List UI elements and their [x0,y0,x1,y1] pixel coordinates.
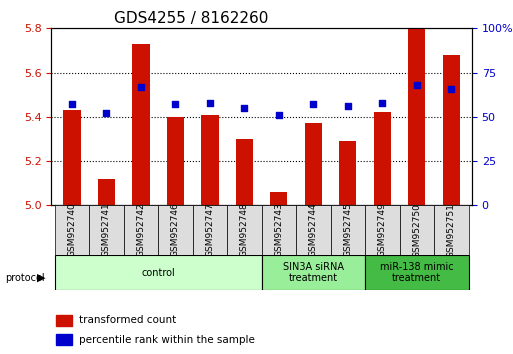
Point [68,102,76,107]
Point [378,100,386,105]
Text: GSM952741: GSM952741 [102,203,111,257]
Text: GSM952751: GSM952751 [447,202,456,258]
Point [240,105,248,111]
Bar [55,334,72,345]
Text: GSM952750: GSM952750 [412,202,421,258]
FancyBboxPatch shape [124,205,158,255]
Point [447,86,456,91]
Bar [270,192,287,205]
Text: GSM952747: GSM952747 [205,203,214,257]
FancyBboxPatch shape [227,205,262,255]
Bar [201,115,219,205]
Text: GSM952749: GSM952749 [378,203,387,257]
Text: GSM952744: GSM952744 [309,203,318,257]
Text: SIN3A siRNA
treatment: SIN3A siRNA treatment [283,262,344,284]
FancyBboxPatch shape [262,255,365,290]
Text: GSM952742: GSM952742 [136,203,146,257]
Bar [167,117,184,205]
FancyBboxPatch shape [296,205,330,255]
FancyBboxPatch shape [365,255,468,290]
Point [275,112,283,118]
FancyBboxPatch shape [330,205,365,255]
Bar [132,44,150,205]
Bar [339,141,357,205]
FancyBboxPatch shape [262,205,296,255]
Point [206,100,214,105]
FancyBboxPatch shape [193,205,227,255]
FancyBboxPatch shape [158,205,193,255]
Point [103,110,111,116]
FancyBboxPatch shape [400,205,434,255]
Text: percentile rank within the sample: percentile rank within the sample [78,335,254,344]
FancyBboxPatch shape [55,255,262,290]
Bar [64,110,81,205]
Bar [305,124,322,205]
Bar [98,179,115,205]
Text: GSM952748: GSM952748 [240,203,249,257]
Point [137,84,145,90]
Bar [408,28,425,205]
FancyBboxPatch shape [89,205,124,255]
Point [344,103,352,109]
Bar [236,139,253,205]
Text: GDS4255 / 8162260: GDS4255 / 8162260 [114,11,269,26]
Text: miR-138 mimic
treatment: miR-138 mimic treatment [380,262,453,284]
FancyBboxPatch shape [365,205,400,255]
Text: GSM952745: GSM952745 [343,203,352,257]
Text: GSM952740: GSM952740 [68,203,76,257]
Bar [55,315,72,326]
Text: protocol: protocol [5,273,45,283]
Text: ▶: ▶ [37,273,46,283]
FancyBboxPatch shape [434,205,468,255]
FancyBboxPatch shape [55,205,89,255]
Text: GSM952746: GSM952746 [171,203,180,257]
Text: transformed count: transformed count [78,315,176,325]
Text: GSM952743: GSM952743 [274,203,283,257]
Bar [373,113,391,205]
Point [171,102,180,107]
Text: control: control [141,268,175,278]
Point [309,102,318,107]
Point [412,82,421,88]
Bar [443,55,460,205]
